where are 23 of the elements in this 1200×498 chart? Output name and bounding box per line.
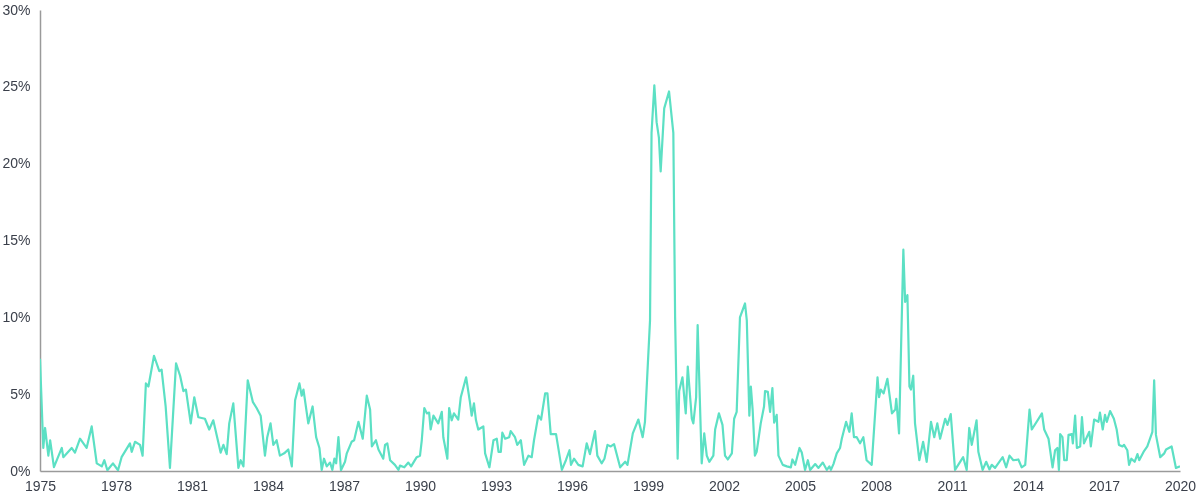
x-tick-label: 2017: [1088, 477, 1121, 494]
x-tick-label: 1981: [176, 477, 209, 494]
y-tick-label: 25%: [2, 78, 31, 95]
x-tick-label: 2020: [1164, 477, 1197, 494]
x-tick-label: 1996: [556, 477, 589, 494]
x-tick-label: 1984: [252, 477, 285, 494]
y-tick-label: 15%: [2, 232, 31, 248]
y-tick-label: 5%: [10, 385, 31, 402]
x-tick-label: 1990: [404, 477, 437, 494]
x-tick-label: 1999: [632, 477, 665, 494]
x-tick-label: 2008: [860, 477, 893, 494]
x-tick-label: 1993: [480, 477, 513, 494]
x-tick-label: 1978: [100, 477, 133, 494]
y-tick-label: 10%: [2, 308, 31, 325]
x-tick-label: 1975: [24, 477, 57, 494]
y-tick-label: 0%: [10, 462, 31, 479]
y-tick-label: 30%: [2, 1, 31, 18]
x-tick-label: 2014: [1012, 477, 1045, 494]
x-tick-label: 2011: [937, 477, 968, 494]
x-tick-label: 2005: [784, 477, 817, 494]
y-tick-label: 20%: [2, 155, 31, 172]
x-tick-label: 2002: [708, 477, 741, 494]
x-tick-label: 1987: [328, 477, 361, 494]
